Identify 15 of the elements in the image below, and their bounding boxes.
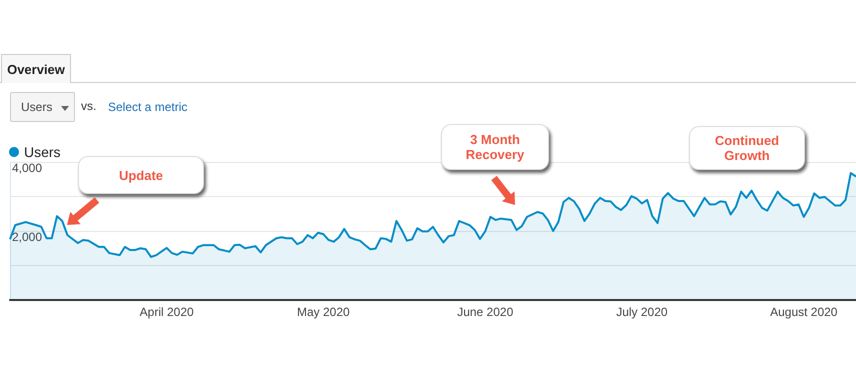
y-tick-label: 2,000 — [12, 230, 42, 244]
x-tick-label: August 2020 — [770, 305, 838, 319]
x-tick-label: July 2020 — [616, 305, 668, 319]
callout-box: Continued Growth — [689, 126, 805, 170]
chart-title: Overview — [1, 54, 71, 83]
callout-box: Update — [78, 156, 204, 194]
y-tick-label: 4,000 — [12, 161, 42, 175]
x-tick-label: June 2020 — [457, 305, 514, 319]
text: Select a metric — [108, 100, 188, 114]
legend-label: Users — [24, 144, 61, 160]
x-tick-label: April 2020 — [140, 305, 194, 319]
text: Users — [21, 100, 52, 114]
text: vs. — [81, 99, 96, 113]
callout-box: 3 Month Recovery — [441, 124, 549, 170]
x-tick-label: May 2020 — [296, 305, 350, 319]
